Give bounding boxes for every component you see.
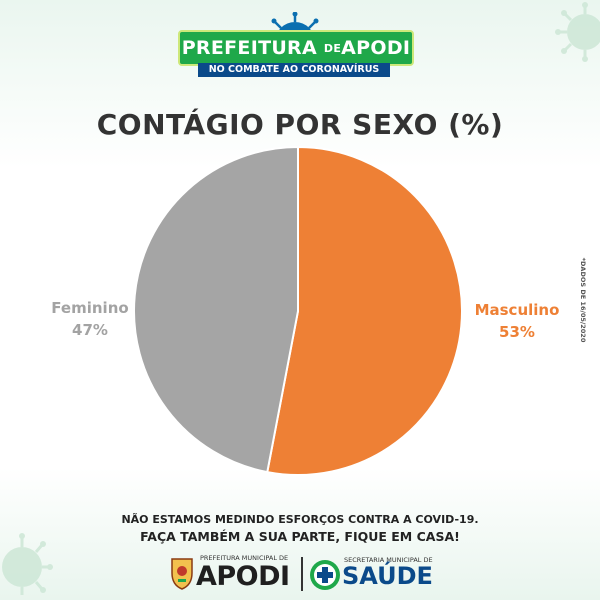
banner-main: PREFEITURA (181, 37, 317, 59)
slice-value-feminino: 47% (72, 321, 108, 339)
message-line-1: NÃO ESTAMOS MEDINDO ESFORÇOS CONTRA A CO… (121, 513, 479, 526)
apodi-logo-name: APODI (196, 561, 290, 592)
footer-divider (301, 557, 303, 591)
chart-title: CONTÁGIO POR SEXO (%) (96, 108, 504, 141)
coat-of-arms-icon (171, 558, 193, 590)
banner-city: APODI (341, 37, 411, 59)
virus-icon (2, 533, 53, 595)
date-note: *DADOS DE 16/05/2020 (579, 257, 587, 343)
header-banner: PREFEITURA DEAPODI (178, 30, 414, 66)
slice-label-feminino: Feminino 47% (40, 297, 140, 341)
banner-de: DE (323, 42, 342, 55)
slice-category-masculino: Masculino (474, 301, 560, 319)
health-cross-icon (310, 560, 340, 590)
slice-category-feminino: Feminino (51, 299, 129, 317)
campaign-message: NÃO ESTAMOS MEDINDO ESFORÇOS CONTRA A CO… (0, 511, 600, 545)
slice-label-masculino: Masculino 53% (462, 299, 572, 343)
pie-slice-feminino (133, 145, 299, 474)
saude-logo-name: SAÚDE (342, 562, 433, 590)
slice-value-masculino: 53% (499, 323, 535, 341)
header-subbanner: NO COMBATE AO CORONAVÍRUS (198, 63, 390, 77)
saude-logo-subtitle: SECRETARIA MUNICIPAL DE (344, 556, 433, 564)
message-line-2: FAÇA TAMBÉM A SUA PARTE, FIQUE EM CASA! (140, 529, 460, 544)
pie-slice-masculino (266, 145, 463, 476)
apodi-logo-subtitle: PREFEITURA MUNICIPAL DE (200, 554, 289, 562)
virus-icon (555, 2, 600, 62)
